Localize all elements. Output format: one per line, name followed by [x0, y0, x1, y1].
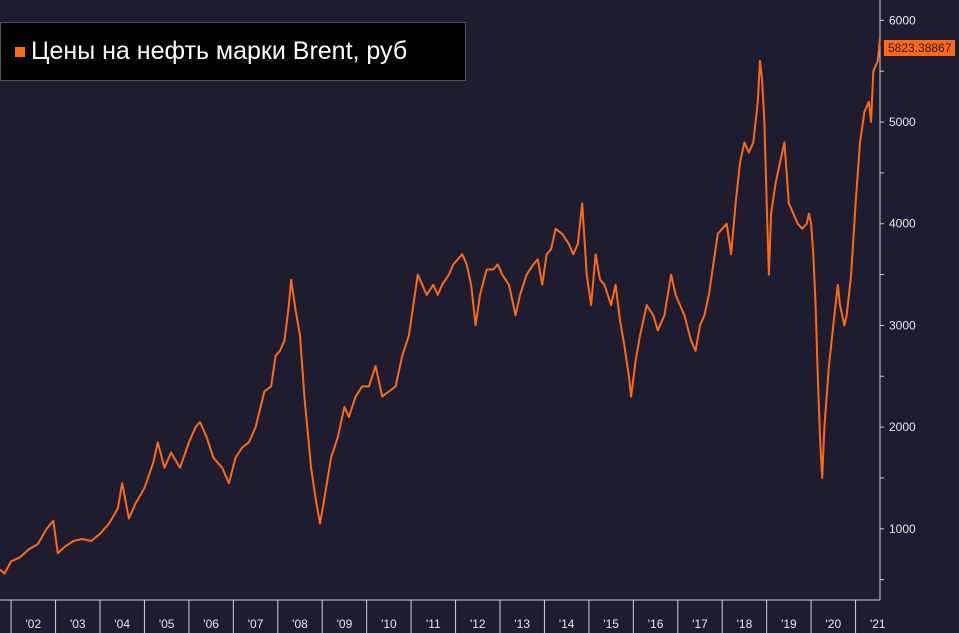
y-tick-label: 3000: [889, 318, 916, 332]
x-tick-label: '06: [203, 617, 219, 631]
chart-series: [0, 38, 881, 575]
x-tick-label: '20: [826, 617, 842, 631]
y-tick-label: 5000: [889, 115, 916, 129]
x-tick-label: '05: [159, 617, 175, 631]
y-tick-label: 1000: [889, 522, 916, 536]
x-tick-label: '14: [559, 617, 575, 631]
x-tick-label: '16: [648, 617, 664, 631]
y-tick-label: 6000: [889, 13, 916, 27]
legend: Цены на нефть марки Brent, руб: [0, 22, 466, 81]
series-line: [0, 38, 881, 575]
x-tick-label: '13: [514, 617, 530, 631]
x-tick-label: '07: [248, 617, 264, 631]
x-tick-label: '21: [870, 617, 886, 631]
y-axis-ticks: 1000 2000 3000 4000 5000 6000: [880, 13, 916, 581]
y-tick-label: 4000: [889, 217, 916, 231]
legend-label: Цены на нефть марки Brent, руб: [31, 37, 408, 65]
x-axis-ticks: '02 '03 '04 '05 '06 '07 '08 '09 '10 '11 '12 '13 '14 '…: [10, 600, 886, 633]
x-tick-label: '08: [292, 617, 308, 631]
last-value-tag: 5823.38867: [884, 40, 956, 56]
y-tick-label: 2000: [889, 420, 916, 434]
x-tick-label: '04: [114, 617, 130, 631]
x-tick-label: '09: [337, 617, 353, 631]
x-tick-label: '12: [470, 617, 486, 631]
x-tick-label: '10: [381, 617, 397, 631]
x-tick-label: '19: [781, 617, 797, 631]
x-tick-label: '03: [70, 617, 86, 631]
chart-axes: [0, 0, 881, 601]
x-tick-label: '15: [603, 617, 619, 631]
x-tick-label: '18: [737, 617, 753, 631]
x-tick-label: '17: [692, 617, 708, 631]
x-tick-label: '11: [426, 617, 441, 631]
legend-swatch: [15, 46, 25, 57]
x-tick-label: '02: [26, 617, 42, 631]
